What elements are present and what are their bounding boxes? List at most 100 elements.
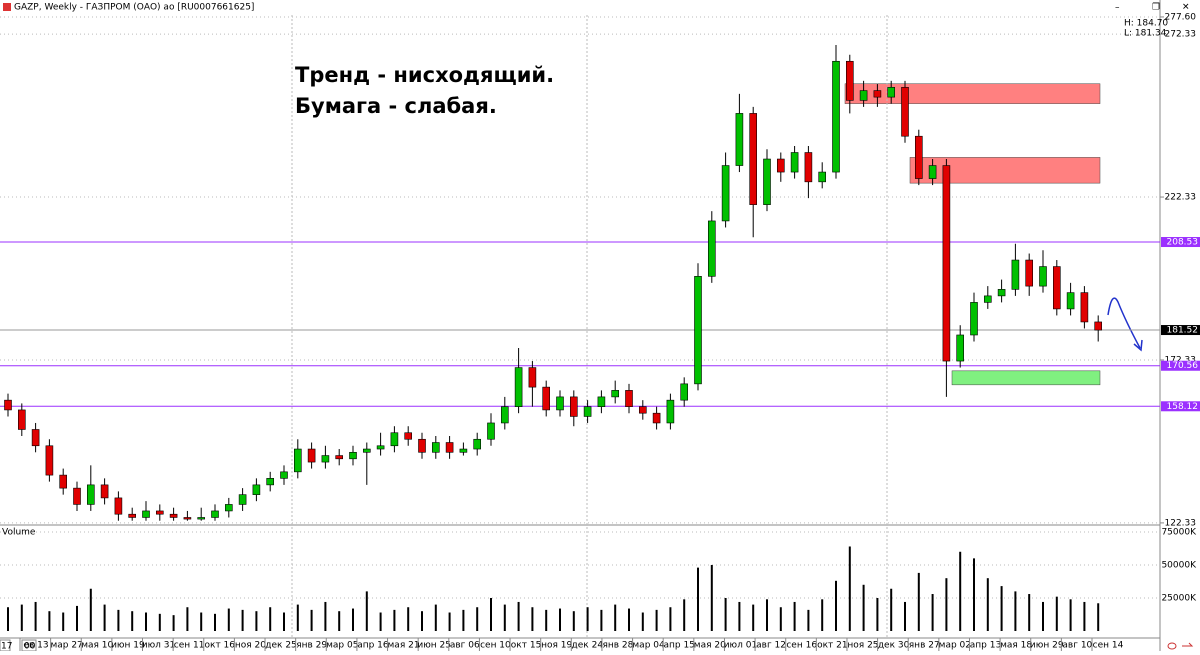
candle-body — [790, 152, 799, 173]
volume-bar — [462, 609, 465, 631]
candle-body — [87, 484, 95, 505]
level-tag — [1161, 325, 1200, 336]
x-tick-label: мая 10 — [81, 641, 113, 651]
candle-body — [114, 497, 123, 515]
volume-bar — [1000, 586, 1003, 631]
candle-body — [45, 445, 54, 476]
candle-body — [583, 406, 592, 417]
volume-bar — [876, 597, 879, 631]
x-tick-label: мая 18 — [1000, 641, 1032, 651]
candle-body — [280, 471, 288, 479]
candle-body — [197, 517, 205, 520]
candle-body — [17, 409, 26, 430]
x-tick-label: сен 10 — [480, 641, 511, 651]
restore-button[interactable]: ❐ — [1152, 3, 1160, 13]
candle-body — [859, 90, 868, 101]
volume-bar — [917, 572, 920, 631]
y-tick-label: 25000K — [1161, 593, 1197, 603]
close-button[interactable]: ✕ — [1182, 3, 1190, 13]
volume-bar — [145, 612, 147, 631]
candle-body — [611, 390, 620, 398]
x-tick-label: мая 20 — [694, 641, 726, 651]
candle-body — [376, 445, 385, 450]
candle-body — [528, 367, 537, 388]
volume-bar — [807, 609, 810, 631]
volume-bar — [62, 612, 65, 631]
x-tick-label: июн 29 — [1030, 641, 1064, 651]
candle-body — [142, 510, 150, 518]
volume-bar — [34, 601, 37, 631]
candle-body — [818, 171, 827, 183]
volume-bar — [1028, 594, 1031, 631]
candle-body — [445, 442, 454, 453]
volume-bar — [476, 607, 479, 631]
volume-bar — [738, 601, 741, 631]
level-label: 170.56 — [1167, 361, 1199, 371]
x-tick-label: окт 21 — [817, 641, 848, 651]
candle-body — [970, 302, 978, 336]
chart-title: GAZP, Weekly - ГАЗПРОМ (ОАО) ао [RU00076… — [14, 3, 254, 13]
x-tick-label: июн 25 — [417, 641, 451, 651]
volume-bar — [821, 599, 824, 631]
x-tick-label: дек 24 — [572, 641, 604, 651]
volume-bar — [407, 607, 410, 631]
candle-body — [749, 113, 758, 205]
candle-body — [500, 406, 509, 424]
zone — [844, 83, 1101, 104]
volume-bar — [572, 611, 575, 631]
x-tick-label: мар 04 — [632, 641, 665, 651]
volume-bar — [269, 607, 272, 631]
volume-bar — [490, 597, 492, 631]
x-tick-label: авг 06 — [450, 641, 480, 651]
volume-bar — [655, 609, 658, 631]
minimize-button[interactable]: – — [1115, 3, 1120, 13]
candle-body — [845, 60, 854, 101]
volume-bar — [89, 588, 92, 631]
volume-bar — [214, 613, 216, 631]
volume-bar — [352, 608, 354, 631]
annotation: Тренд - нисходящий. — [295, 63, 554, 87]
x-tick-label: июл 01 — [724, 641, 758, 651]
level-label: 181.52 — [1167, 326, 1199, 336]
candle-body — [707, 220, 716, 277]
x-tick-label: авг 12 — [756, 641, 786, 651]
x-tick-label: окт 16 — [205, 641, 236, 651]
candle-body — [1066, 292, 1075, 310]
candle-body — [804, 152, 813, 183]
x-tick-label: ев 13 — [23, 641, 48, 651]
high-label: H: 184.70 — [1124, 19, 1168, 29]
candle-body — [569, 396, 578, 417]
candle-body — [597, 396, 606, 407]
zone — [909, 157, 1101, 184]
candle-body — [31, 429, 40, 447]
volume-bar — [186, 607, 189, 631]
candle-body — [1039, 266, 1047, 287]
x-tick-label: сен 14 — [1093, 641, 1124, 651]
volume-bar — [131, 611, 134, 631]
volume-bar — [172, 615, 175, 631]
volume-bar — [586, 607, 589, 631]
volume-bar — [117, 609, 120, 631]
volume-bar — [365, 591, 368, 631]
volume-bar — [503, 604, 506, 631]
candle-body — [542, 386, 551, 411]
volume-bar — [448, 612, 451, 631]
candle-body — [997, 289, 1006, 297]
x-tick-label: дек 30 — [878, 641, 910, 651]
volume-bar — [752, 604, 755, 631]
candle-body — [942, 165, 951, 362]
candle-body — [73, 487, 81, 505]
y-tick-label: 272.33 — [1165, 30, 1197, 40]
x-tick-label: сен 16 — [786, 641, 817, 651]
candle-body — [473, 438, 482, 450]
volume-bar — [710, 564, 713, 631]
volume-bar — [1097, 603, 1100, 631]
candle-body — [735, 113, 744, 166]
candle-body — [4, 399, 12, 411]
volume-bar — [683, 599, 686, 631]
candle-body — [238, 494, 247, 505]
volume-bar — [904, 601, 906, 631]
x-tick-label: июл 31 — [142, 641, 176, 651]
x-tick-label: апр 15 — [663, 641, 694, 651]
